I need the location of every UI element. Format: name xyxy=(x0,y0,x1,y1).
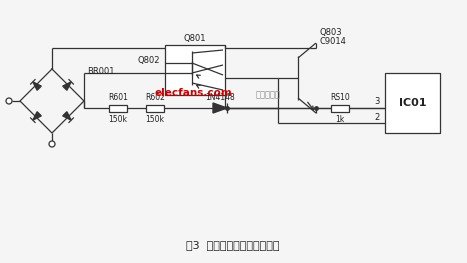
Bar xyxy=(146,104,164,112)
Text: 150k: 150k xyxy=(146,114,164,124)
Text: Q802: Q802 xyxy=(137,57,160,65)
Text: RS10: RS10 xyxy=(330,93,350,102)
Polygon shape xyxy=(63,112,71,120)
Polygon shape xyxy=(33,82,41,90)
Bar xyxy=(109,104,127,112)
Text: elecfans.com: elecfans.com xyxy=(154,88,232,98)
Text: 图3  上电延时保护电路原理图: 图3 上电延时保护电路原理图 xyxy=(186,240,280,250)
Bar xyxy=(331,104,349,112)
Text: R602: R602 xyxy=(145,93,165,102)
Text: 150k: 150k xyxy=(108,114,127,124)
Text: C9014: C9014 xyxy=(320,37,347,45)
Text: 2: 2 xyxy=(375,113,380,122)
Text: 电路质量变: 电路质量变 xyxy=(255,90,281,99)
Circle shape xyxy=(49,141,55,147)
Text: IC01: IC01 xyxy=(399,98,426,108)
Text: Q803: Q803 xyxy=(320,28,343,38)
Polygon shape xyxy=(63,82,71,90)
Text: R601: R601 xyxy=(108,93,128,102)
Polygon shape xyxy=(33,112,41,120)
Polygon shape xyxy=(213,103,227,113)
Bar xyxy=(385,73,440,133)
Bar xyxy=(165,45,225,95)
Circle shape xyxy=(6,98,12,104)
Text: 1k: 1k xyxy=(335,114,345,124)
Text: Q801: Q801 xyxy=(184,33,206,43)
Text: 1N4148: 1N4148 xyxy=(205,93,235,102)
Text: BR001: BR001 xyxy=(87,67,114,75)
Text: 3: 3 xyxy=(375,98,380,107)
